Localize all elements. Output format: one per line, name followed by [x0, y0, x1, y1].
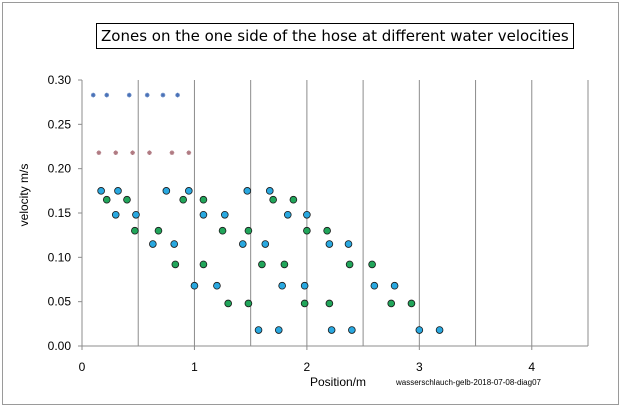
x-tick-label: 2: [304, 360, 311, 374]
blue-point: [303, 210, 311, 219]
chart-footnote: wasserschlauch-gelb-2018-07-08-diag07: [396, 378, 541, 387]
blue-point: [261, 240, 270, 248]
green-point: [131, 226, 139, 235]
blue-point: [114, 187, 122, 195]
star-point: [96, 150, 102, 156]
blue-point: [97, 187, 105, 195]
star-point: [160, 92, 166, 98]
axes: [78, 79, 588, 350]
blue-point: [274, 326, 283, 334]
blue-point: [170, 240, 179, 248]
y-tick-label: 0.20: [48, 162, 72, 176]
blue-point: [190, 281, 199, 290]
green-point: [289, 195, 298, 204]
star-point: [104, 92, 110, 98]
blue-point: [185, 187, 193, 195]
blue-point: [243, 187, 252, 195]
green-point: [323, 226, 331, 235]
green-point: [224, 299, 232, 308]
green-point: [123, 195, 131, 204]
green-point: [387, 299, 396, 308]
y-tick-label: 0.15: [48, 206, 72, 220]
star-point: [169, 150, 175, 156]
x-tick-label: 4: [528, 360, 535, 374]
blue-point: [278, 281, 286, 290]
y-axis-title: velocity m/s: [17, 164, 31, 227]
green-point: [325, 299, 334, 308]
star-point: [144, 92, 150, 98]
y-tick-label: 0.10: [48, 250, 72, 264]
green-point: [280, 260, 289, 269]
blue-point: [348, 326, 356, 334]
y-tick-label: 0.00: [48, 339, 72, 353]
blue-point: [283, 210, 292, 219]
tick-labels: 0.00 0.05 0.10 0.15 0.20 0.25 0.30 0 1 2 3 4: [48, 73, 536, 374]
green-point: [171, 260, 180, 269]
green-point: [199, 260, 208, 269]
green-point: [244, 299, 253, 308]
blue-point: [162, 187, 171, 195]
green-point: [218, 226, 227, 235]
y-tick-label: 0.25: [48, 117, 72, 131]
green-point: [154, 226, 163, 235]
x-tick-label: 3: [416, 360, 423, 374]
green-point: [345, 260, 354, 269]
star-point: [90, 92, 96, 98]
star-point: [126, 92, 132, 98]
blue-point: [370, 281, 379, 290]
blue-point: [390, 281, 399, 290]
blue-point: [327, 326, 336, 334]
star-point: [113, 150, 119, 156]
x-tick-label: 1: [191, 360, 198, 374]
green-point: [258, 260, 266, 269]
y-tick-label: 0.05: [48, 295, 72, 309]
green-point: [407, 299, 416, 308]
x-axis-title: Position/m: [310, 375, 366, 389]
green-point: [179, 195, 188, 204]
blue-point: [199, 210, 208, 219]
star-point: [130, 150, 135, 156]
blue-point: [415, 326, 424, 334]
data-points: [90, 92, 444, 334]
green-point: [102, 195, 111, 204]
blue-point: [435, 326, 444, 334]
green-point: [199, 195, 208, 204]
blue-point: [221, 210, 229, 219]
star-point: [175, 92, 180, 98]
x-tick-label: 0: [79, 360, 86, 374]
blue-point: [213, 281, 221, 290]
star-point: [147, 150, 152, 156]
green-point: [300, 299, 309, 308]
green-point: [269, 195, 277, 204]
y-tick-label: 0.30: [48, 73, 72, 87]
blue-point: [265, 187, 274, 195]
star-point: [186, 150, 192, 156]
chart-title: Zones on the one side of the hose at dif…: [96, 23, 574, 49]
blue-point: [132, 210, 140, 219]
green-point: [368, 260, 376, 269]
blue-point: [238, 240, 247, 248]
plot-area: [82, 80, 588, 346]
chart-frame: [2, 2, 619, 405]
green-point: [244, 226, 253, 235]
blue-point: [300, 281, 309, 290]
blue-point: [149, 240, 157, 248]
blue-point: [325, 240, 334, 248]
blue-point: [111, 210, 120, 219]
blue-point: [344, 240, 353, 248]
green-point: [303, 226, 311, 235]
grid: [137, 80, 589, 346]
blue-point: [254, 326, 263, 334]
